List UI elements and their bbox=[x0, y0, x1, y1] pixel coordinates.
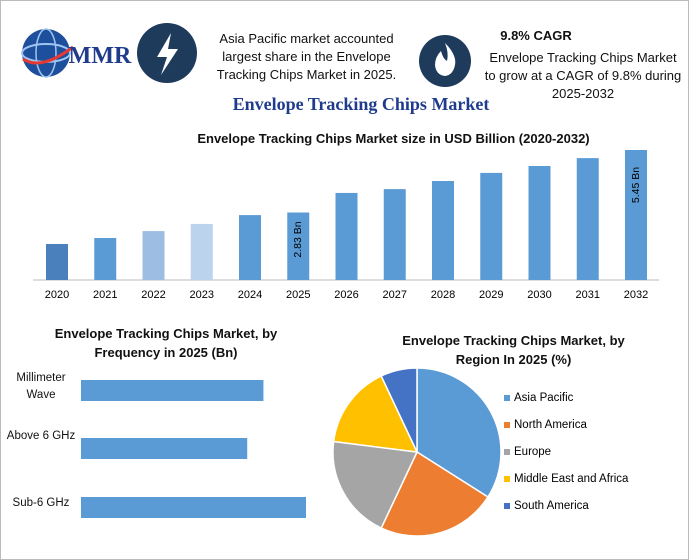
x-tick-label: 2025 bbox=[286, 289, 310, 301]
bar bbox=[576, 158, 599, 280]
bar bbox=[142, 231, 165, 280]
x-tick-label: 2023 bbox=[190, 289, 214, 301]
x-tick-label: 2021 bbox=[93, 289, 117, 301]
bar bbox=[383, 189, 406, 280]
bar bbox=[81, 380, 264, 401]
bar bbox=[528, 165, 551, 280]
bar bbox=[81, 497, 306, 518]
chart-title: Envelope Tracking Chips Market, by Regio… bbox=[402, 333, 625, 367]
x-tick-label: 2024 bbox=[238, 289, 262, 301]
legend-swatch bbox=[504, 395, 510, 401]
y-tick-label: Above 6 GHz bbox=[6, 430, 76, 442]
bar bbox=[239, 215, 261, 280]
pie-slice bbox=[332, 374, 419, 453]
chart-title: Envelope Tracking Chips Market size in U… bbox=[197, 131, 590, 146]
x-tick-label: 2032 bbox=[624, 289, 648, 301]
flame-icon bbox=[419, 35, 471, 87]
data-label: 2.83 Bn bbox=[292, 221, 304, 257]
legend-label: South America bbox=[514, 500, 589, 512]
lightning-icon bbox=[137, 23, 197, 83]
legend-label: Middle East and Africa bbox=[514, 473, 629, 485]
logo-globe bbox=[21, 28, 74, 78]
bar bbox=[335, 192, 358, 280]
x-tick-label: 2022 bbox=[141, 289, 165, 301]
bar bbox=[287, 212, 310, 280]
y-tick-label: Sub-6 GHz bbox=[12, 497, 70, 509]
data-label: 5.45 Bn bbox=[630, 167, 642, 203]
x-tick-label: 2031 bbox=[576, 289, 600, 301]
bar bbox=[480, 172, 503, 280]
legend-label: Asia Pacific bbox=[514, 392, 574, 404]
x-tick-label: 2028 bbox=[431, 289, 455, 301]
legend-swatch bbox=[504, 449, 510, 455]
y-tick-label: Millimeter Wave bbox=[16, 372, 66, 401]
legend-swatch bbox=[504, 476, 510, 482]
pie-slice bbox=[332, 440, 419, 530]
legend-label: Europe bbox=[514, 446, 551, 458]
x-tick-label: 2029 bbox=[479, 289, 503, 301]
bar bbox=[46, 243, 68, 280]
bar bbox=[190, 223, 213, 280]
bar bbox=[432, 181, 454, 280]
x-tick-label: 2020 bbox=[45, 289, 69, 301]
logo-text: MMR bbox=[68, 43, 132, 69]
bar bbox=[625, 150, 647, 280]
x-tick-label: 2026 bbox=[334, 289, 358, 301]
bar bbox=[94, 238, 117, 280]
pie-slice bbox=[380, 367, 418, 453]
x-tick-label: 2030 bbox=[527, 289, 551, 301]
legend-swatch bbox=[504, 422, 510, 428]
legend-swatch bbox=[504, 503, 510, 509]
x-tick-label: 2027 bbox=[383, 289, 407, 301]
bar bbox=[81, 438, 248, 459]
legend-label: North America bbox=[514, 419, 587, 431]
main-title: Envelope Tracking Chips Market bbox=[232, 94, 490, 114]
chart-title: Envelope Tracking Chips Market, by Frequ… bbox=[54, 326, 278, 360]
cagr-text: Envelope Tracking Chips Market to grow a… bbox=[484, 50, 682, 101]
fact-text: Asia Pacific market accounted largest sh… bbox=[216, 31, 397, 82]
cagr-title: 9.8% CAGR bbox=[500, 28, 572, 43]
